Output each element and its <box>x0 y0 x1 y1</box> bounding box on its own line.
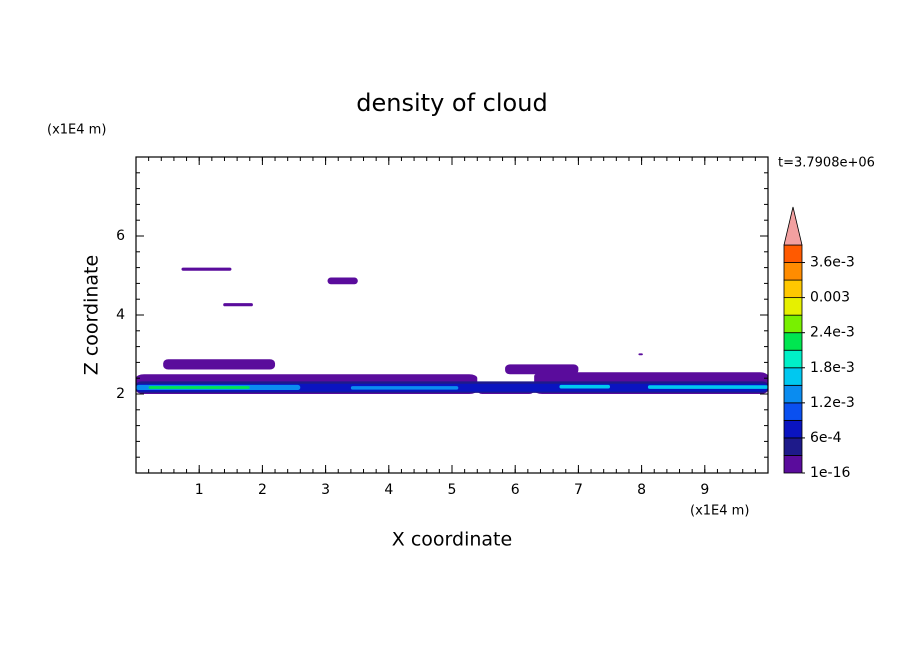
chart-title: density of cloud <box>356 89 547 117</box>
colorbar-box <box>783 402 803 421</box>
y-tick-label: 6 <box>116 228 125 244</box>
contour-region <box>327 277 358 285</box>
contour-region <box>638 353 643 356</box>
colorbar-box <box>783 349 803 369</box>
y-tick-label: 4 <box>116 307 125 323</box>
y-axis-label: Z coordinate <box>81 255 103 375</box>
contour-region <box>148 386 250 389</box>
colorbar-box <box>783 279 803 299</box>
colorbar-box <box>783 262 803 281</box>
colorbar-box <box>783 332 803 351</box>
contour-region <box>163 359 276 370</box>
x-tick-label: 5 <box>448 482 457 498</box>
colorbar-box <box>783 297 803 316</box>
x-tick-label: 8 <box>637 482 646 498</box>
x-tick-label: 4 <box>384 482 393 498</box>
colorbar-over <box>783 206 803 246</box>
colorbar-label: 1.8e-3 <box>810 360 855 376</box>
x-tick-label: 7 <box>574 482 583 498</box>
x-unit: (x1E4 m) <box>690 504 749 519</box>
colorbar-box <box>783 384 803 404</box>
x-axis-label: X coordinate <box>392 529 512 551</box>
y-tick-label: 2 <box>116 386 125 402</box>
colorbar-label: 6e-4 <box>810 430 842 446</box>
colorbar-label: 1.2e-3 <box>810 395 855 411</box>
colorbar-box <box>783 437 803 456</box>
y-unit: (x1E4 m) <box>47 123 106 138</box>
contour-region <box>647 385 768 389</box>
colorbar-box <box>783 419 803 439</box>
colorbar-label: 1e-16 <box>810 465 850 481</box>
colorbar-label: 3.6e-3 <box>810 255 855 271</box>
x-tick-label: 3 <box>321 482 330 498</box>
contour-region <box>350 386 459 390</box>
colorbar-box <box>783 244 803 263</box>
time-label: t=3.7908e+06 <box>778 156 875 171</box>
x-tick-label: 6 <box>511 482 520 498</box>
plot-frame <box>135 156 769 474</box>
colorbar-box <box>783 367 803 386</box>
contour-region <box>223 303 253 307</box>
colorbar-label: 0.003 <box>810 290 850 306</box>
colorbar-box <box>783 455 803 474</box>
contour-region <box>181 267 232 271</box>
colorbar-box <box>783 314 803 334</box>
colorbar-label: 2.4e-3 <box>810 325 855 341</box>
x-tick-label: 2 <box>258 482 267 498</box>
x-tick-label: 1 <box>195 482 204 498</box>
contour-region <box>505 364 579 375</box>
contour-region <box>559 384 610 389</box>
x-tick-label: 9 <box>700 482 709 498</box>
